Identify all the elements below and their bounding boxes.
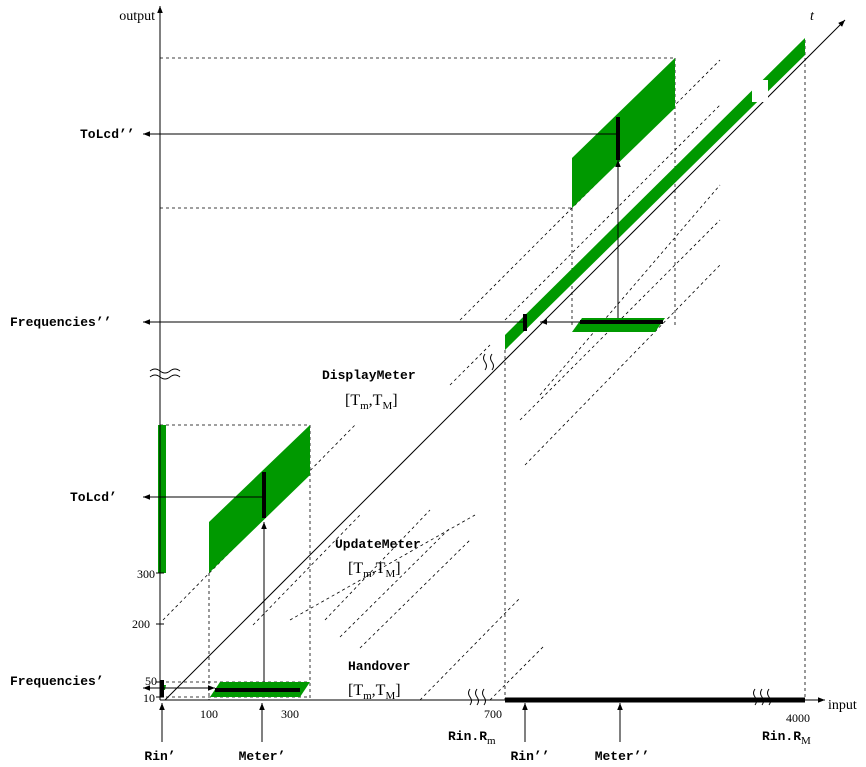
handover-task-label: Handover — [348, 659, 410, 674]
meter-dprime-label: Meter’’ — [595, 749, 650, 764]
output-axis-label: output — [119, 9, 155, 24]
x-tick-100: 100 — [200, 707, 218, 721]
y-tick-10: 10 — [143, 691, 155, 705]
rin-rm-label: Rin.Rm — [448, 729, 496, 747]
updatemeter-interval: [Tm,TM] — [348, 560, 401, 580]
handover-interval: [Tm,TM] — [348, 682, 401, 702]
displaymeter-interval: [Tm,TM] — [345, 392, 398, 412]
dashed-guides — [160, 40, 806, 701]
green-regions — [158, 38, 805, 697]
tolcd-dprime-label: ToLcd’’ — [80, 127, 135, 142]
rin-prime-label: Rin’ — [144, 749, 175, 764]
time-axis-label: t — [810, 9, 815, 24]
break-gap — [752, 80, 768, 102]
input-arrows — [159, 160, 623, 742]
x-tick-4000: 4000 — [786, 711, 810, 725]
displaymeter-task-label: DisplayMeter — [322, 368, 416, 383]
marker-bars — [160, 117, 663, 697]
upper-diagonal-band — [505, 38, 805, 350]
frequencies-prime-label: Frequencies’ — [10, 674, 104, 689]
input-axis-label: input — [828, 698, 857, 713]
y-tick-200: 200 — [132, 617, 150, 631]
rin-rM-label: Rin.RM — [762, 729, 811, 747]
time-axis — [164, 19, 846, 701]
output-arrows — [143, 131, 618, 691]
x-tick-300: 300 — [281, 707, 299, 721]
y-tick-marks — [156, 572, 164, 698]
tolcd-prime-output-bar — [158, 425, 166, 573]
y-tick-300: 300 — [137, 567, 155, 581]
y-tick-50: 50 — [145, 674, 157, 688]
frequencies-dprime-label: Frequencies’’ — [10, 315, 111, 330]
updatemeter-task-label: UpdateMeter — [335, 537, 421, 552]
updatemeter-region — [209, 425, 310, 573]
x-tick-700: 700 — [484, 707, 502, 721]
tolcd-prime-label: ToLcd’ — [70, 490, 117, 505]
meter-prime-label: Meter’ — [239, 749, 286, 764]
rin-dprime-label: Rin’’ — [510, 749, 549, 764]
displaymeter-region — [572, 58, 675, 208]
